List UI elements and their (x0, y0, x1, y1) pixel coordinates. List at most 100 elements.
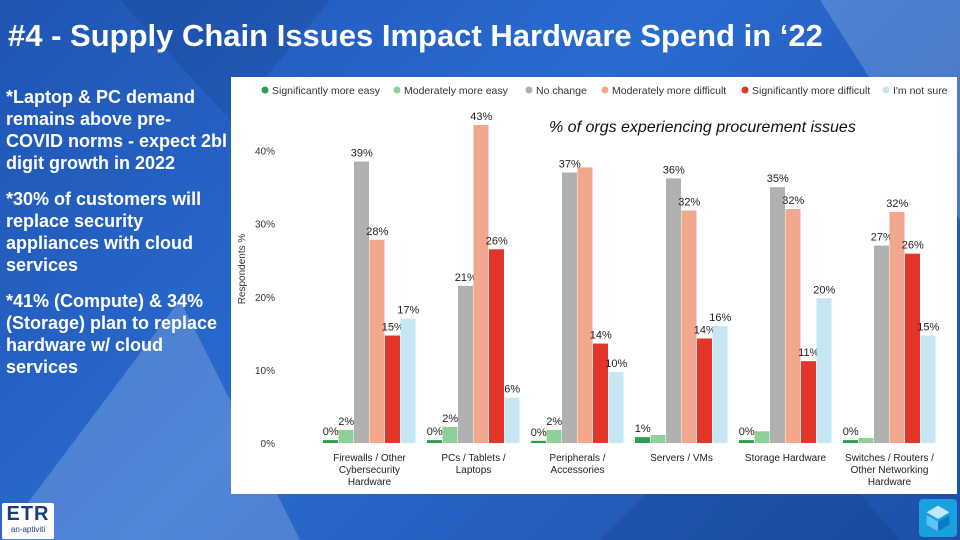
data-label: 14% (694, 324, 716, 336)
bar (458, 285, 473, 443)
bar (531, 440, 546, 443)
data-label: 26% (486, 235, 508, 247)
legend-swatch (882, 86, 890, 94)
bar-chart: Respondents % 0% 10% 20% 30% 40% Significantly… (237, 85, 948, 488)
data-label: 0% (843, 426, 859, 438)
bar (593, 343, 608, 443)
legend-swatch (525, 86, 533, 94)
bar (385, 335, 400, 443)
x-tick-label: Laptops (456, 465, 492, 476)
bar (801, 361, 816, 443)
bar (546, 429, 562, 443)
y-tick-label: 20% (255, 293, 275, 304)
x-tick-label: Accessories (551, 465, 605, 476)
chart-subtitle: % of orgs experiencing procurement issue… (549, 119, 856, 136)
bar (874, 245, 889, 443)
bar (562, 172, 577, 443)
y-tick-label: 30% (255, 220, 275, 231)
data-label: 14% (590, 330, 612, 342)
data-label: 21% (455, 272, 477, 284)
legend-label: Significantly more difficult (752, 85, 870, 97)
legend-swatch (601, 86, 609, 94)
data-label: 11% (798, 347, 819, 359)
bar (843, 440, 858, 443)
slide-title: #4 - Supply Chain Issues Impact Hardware… (8, 18, 823, 53)
x-tick-label: Cybersecurity (339, 465, 400, 476)
data-label: 0% (427, 426, 443, 438)
bar (889, 212, 905, 443)
data-label: 0% (531, 427, 547, 439)
data-label: 1% (635, 423, 651, 435)
bar (697, 338, 712, 443)
data-label: 39% (351, 148, 373, 160)
bar (577, 167, 593, 443)
bar (608, 372, 624, 443)
data-label: 2% (442, 413, 458, 425)
cube-logo-icon (919, 499, 957, 537)
data-label: 6% (504, 384, 520, 396)
bar (712, 326, 728, 443)
bar (650, 434, 666, 443)
bar (369, 239, 385, 443)
bar (770, 187, 785, 443)
bar (442, 426, 458, 443)
x-tick-label: Peripherals / (549, 453, 605, 464)
x-tick-label: Other Networking (851, 465, 929, 476)
data-label: 0% (323, 426, 339, 438)
data-label: 28% (366, 226, 388, 238)
data-label: 32% (886, 198, 908, 210)
bar (473, 125, 489, 443)
data-label: 26% (902, 240, 924, 252)
bar (858, 437, 874, 443)
legend-label: Significantly more easy (272, 85, 381, 97)
logo-text: ETR (6, 503, 50, 525)
bar (427, 440, 442, 443)
bullet-item: *41% (Compute) & 34% (Storage) plan to r… (6, 291, 218, 377)
bar (354, 161, 369, 443)
data-label: 43% (470, 111, 492, 123)
data-label: 37% (559, 159, 581, 171)
bar (338, 429, 354, 443)
y-tick-label: 10% (255, 366, 275, 377)
bar (905, 253, 920, 443)
bullet-item: *Laptop & PC demand remains above pre-CO… (6, 87, 228, 173)
legend-label: No change (536, 85, 587, 97)
data-label: 15% (382, 322, 404, 334)
bullet-item: *30% of customers will replace security … (6, 189, 202, 275)
x-tick-label: PCs / Tablets / (441, 453, 506, 464)
bar (920, 335, 936, 443)
x-tick-label: Hardware (348, 477, 392, 488)
data-label: 15% (917, 322, 939, 334)
bar (816, 298, 832, 443)
data-label: 10% (605, 358, 627, 370)
bar (400, 318, 416, 443)
legend-swatch (261, 86, 269, 94)
etr-logo: ETR an-aptiviti (2, 503, 54, 539)
legend-label: Moderately more difficult (612, 85, 726, 97)
legend-label: Moderately more easy (404, 85, 509, 97)
bar (323, 440, 338, 443)
bullet-list: *Laptop & PC demand remains above pre-CO… (6, 86, 228, 392)
y-tick-label: 0% (261, 439, 276, 450)
bar (635, 437, 650, 443)
data-label: 20% (813, 284, 835, 296)
data-label: 35% (767, 173, 789, 185)
bar (504, 397, 520, 443)
data-label: 32% (678, 197, 700, 209)
data-label: 2% (546, 416, 562, 428)
logo-subtext: an-aptiviti (10, 525, 46, 534)
x-tick-label: Servers / VMs (650, 453, 713, 464)
bar (666, 178, 681, 443)
bar (739, 440, 754, 443)
bar (489, 249, 504, 443)
y-axis-title: Respondents % (237, 234, 248, 305)
y-tick-label: 40% (255, 147, 275, 158)
data-label: 32% (782, 195, 804, 207)
data-label: 0% (739, 426, 755, 438)
legend-label: I'm not sure (893, 85, 948, 97)
data-label: 16% (709, 312, 731, 324)
legend-swatch (393, 86, 401, 94)
bar (681, 210, 697, 443)
data-label: 2% (338, 416, 354, 428)
x-tick-label: Firewalls / Other (333, 453, 406, 464)
